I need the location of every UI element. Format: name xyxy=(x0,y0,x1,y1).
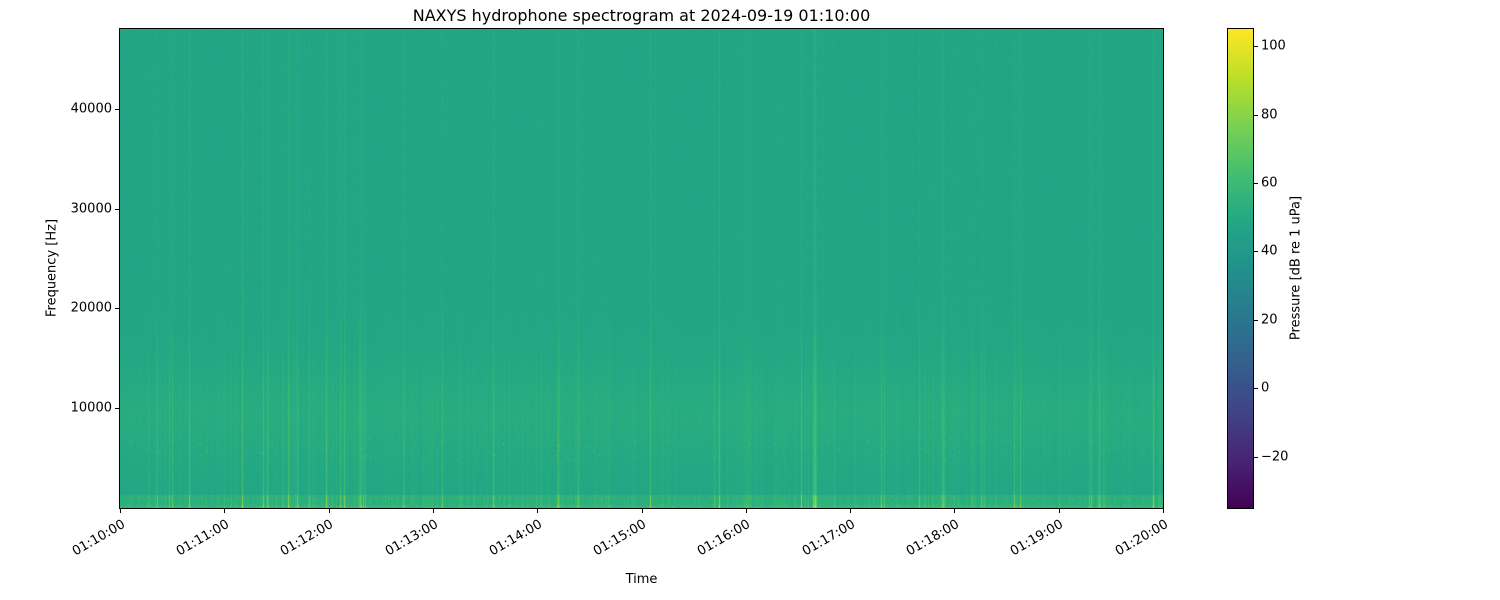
colorbar-tick-label: 100 xyxy=(1261,38,1286,54)
plot-area xyxy=(119,28,1164,509)
x-tick-label-text: 01:12:00 xyxy=(278,517,337,560)
y-tick-label: 40000 xyxy=(70,101,112,117)
colorbar-tick-label: 80 xyxy=(1261,107,1278,123)
y-tick-label: 30000 xyxy=(70,201,112,217)
y-tick-mark xyxy=(115,208,119,210)
colorbar-tick-mark xyxy=(1254,319,1258,321)
colorbar-gradient xyxy=(1228,29,1253,508)
x-tick-label-text: 01:13:00 xyxy=(382,517,441,560)
x-tick-mark xyxy=(432,509,434,513)
x-tick-label-text: 01:11:00 xyxy=(173,517,232,560)
x-tick-mark xyxy=(745,509,747,513)
y-axis-label: Frequency [Hz] xyxy=(44,218,60,318)
colorbar-tick-label: 60 xyxy=(1261,175,1278,191)
colorbar xyxy=(1227,28,1254,509)
colorbar-tick-label: 40 xyxy=(1261,243,1278,259)
x-tick-mark xyxy=(224,509,226,513)
x-tick-label-text: 01:10:00 xyxy=(69,517,128,560)
y-tick-label: 10000 xyxy=(70,400,112,416)
x-tick-mark xyxy=(328,509,330,513)
x-tick-mark xyxy=(850,509,852,513)
colorbar-tick-mark xyxy=(1254,114,1258,116)
x-tick-label-text: 01:19:00 xyxy=(1008,517,1067,560)
x-tick-label-text: 01:18:00 xyxy=(903,517,962,560)
x-tick-mark xyxy=(537,509,539,513)
spectrogram-heatmap xyxy=(120,29,1163,508)
x-tick-label-text: 01:16:00 xyxy=(695,517,754,560)
x-tick-mark xyxy=(120,509,121,513)
colorbar-tick-label: 20 xyxy=(1261,312,1278,328)
x-tick-mark xyxy=(954,509,956,513)
x-tick-mark xyxy=(1163,509,1164,513)
colorbar-tick-mark xyxy=(1254,388,1258,390)
colorbar-tick-mark xyxy=(1254,46,1258,48)
colorbar-tick-mark xyxy=(1254,182,1258,184)
x-axis-label: Time xyxy=(625,572,658,587)
colorbar-tick-label: −20 xyxy=(1261,449,1289,465)
y-tick-mark xyxy=(115,108,119,110)
colorbar-tick-mark xyxy=(1254,456,1258,458)
y-tick-label: 20000 xyxy=(70,300,112,316)
x-tick-label-text: 01:17:00 xyxy=(799,517,858,560)
colorbar-tick-mark xyxy=(1254,251,1258,253)
x-tick-mark xyxy=(641,509,643,513)
x-tick-label-text: 01:20:00 xyxy=(1112,517,1171,560)
colorbar-tick-label: 0 xyxy=(1261,380,1270,396)
y-tick-mark xyxy=(115,308,119,310)
x-tick-label-text: 01:15:00 xyxy=(590,517,649,560)
chart-title: NAXYS hydrophone spectrogram at 2024-09-… xyxy=(412,6,871,25)
colorbar-label: Pressure [dB re 1 uPa] xyxy=(1288,195,1304,341)
x-tick-mark xyxy=(1058,509,1060,513)
x-tick-label-text: 01:14:00 xyxy=(486,517,545,560)
y-tick-mark xyxy=(115,408,119,410)
